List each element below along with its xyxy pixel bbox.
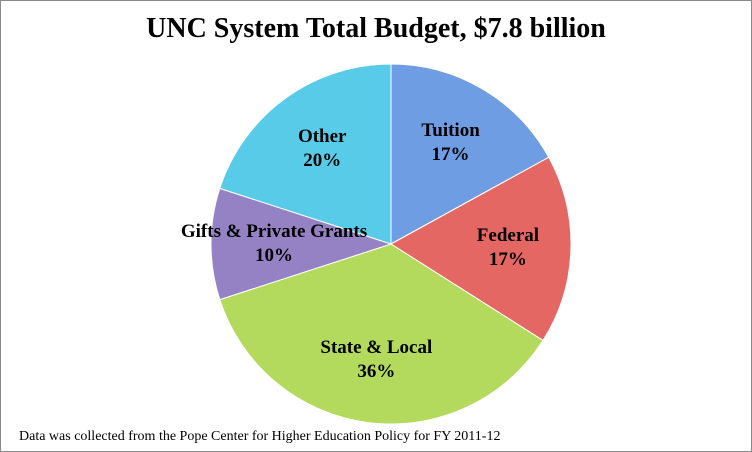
- category-label: Tuition: [421, 120, 480, 142]
- value-label: 20%: [303, 150, 342, 172]
- category-label: State & Local: [320, 337, 433, 359]
- pie-slice: [219, 63, 392, 245]
- slice-label: State & Local 36%: [320, 336, 432, 384]
- pie-slice: [390, 156, 572, 342]
- slice-label: Gifts & Private Grants 10%: [181, 220, 367, 268]
- value-label: 10%: [254, 245, 293, 266]
- value-label: 17%: [431, 144, 470, 166]
- chart-title: UNC System Total Budget, $7.8 billion: [146, 13, 606, 44]
- category-label: Federal: [476, 224, 540, 246]
- pie-slice: [219, 243, 544, 425]
- slice-label: Other 20%: [298, 125, 347, 173]
- value-label: 36%: [357, 361, 396, 383]
- category-label: Gifts & Private Grants: [180, 221, 368, 242]
- footnote: Data was collected from the Pope Center …: [19, 429, 501, 444]
- category-label: Other: [297, 126, 347, 148]
- pie-slice: [210, 187, 393, 301]
- value-label: 17%: [488, 248, 527, 270]
- pie-slice: [390, 63, 550, 245]
- slice-label: Federal 17%: [477, 224, 539, 272]
- slice-label: Tuition 17%: [421, 119, 479, 167]
